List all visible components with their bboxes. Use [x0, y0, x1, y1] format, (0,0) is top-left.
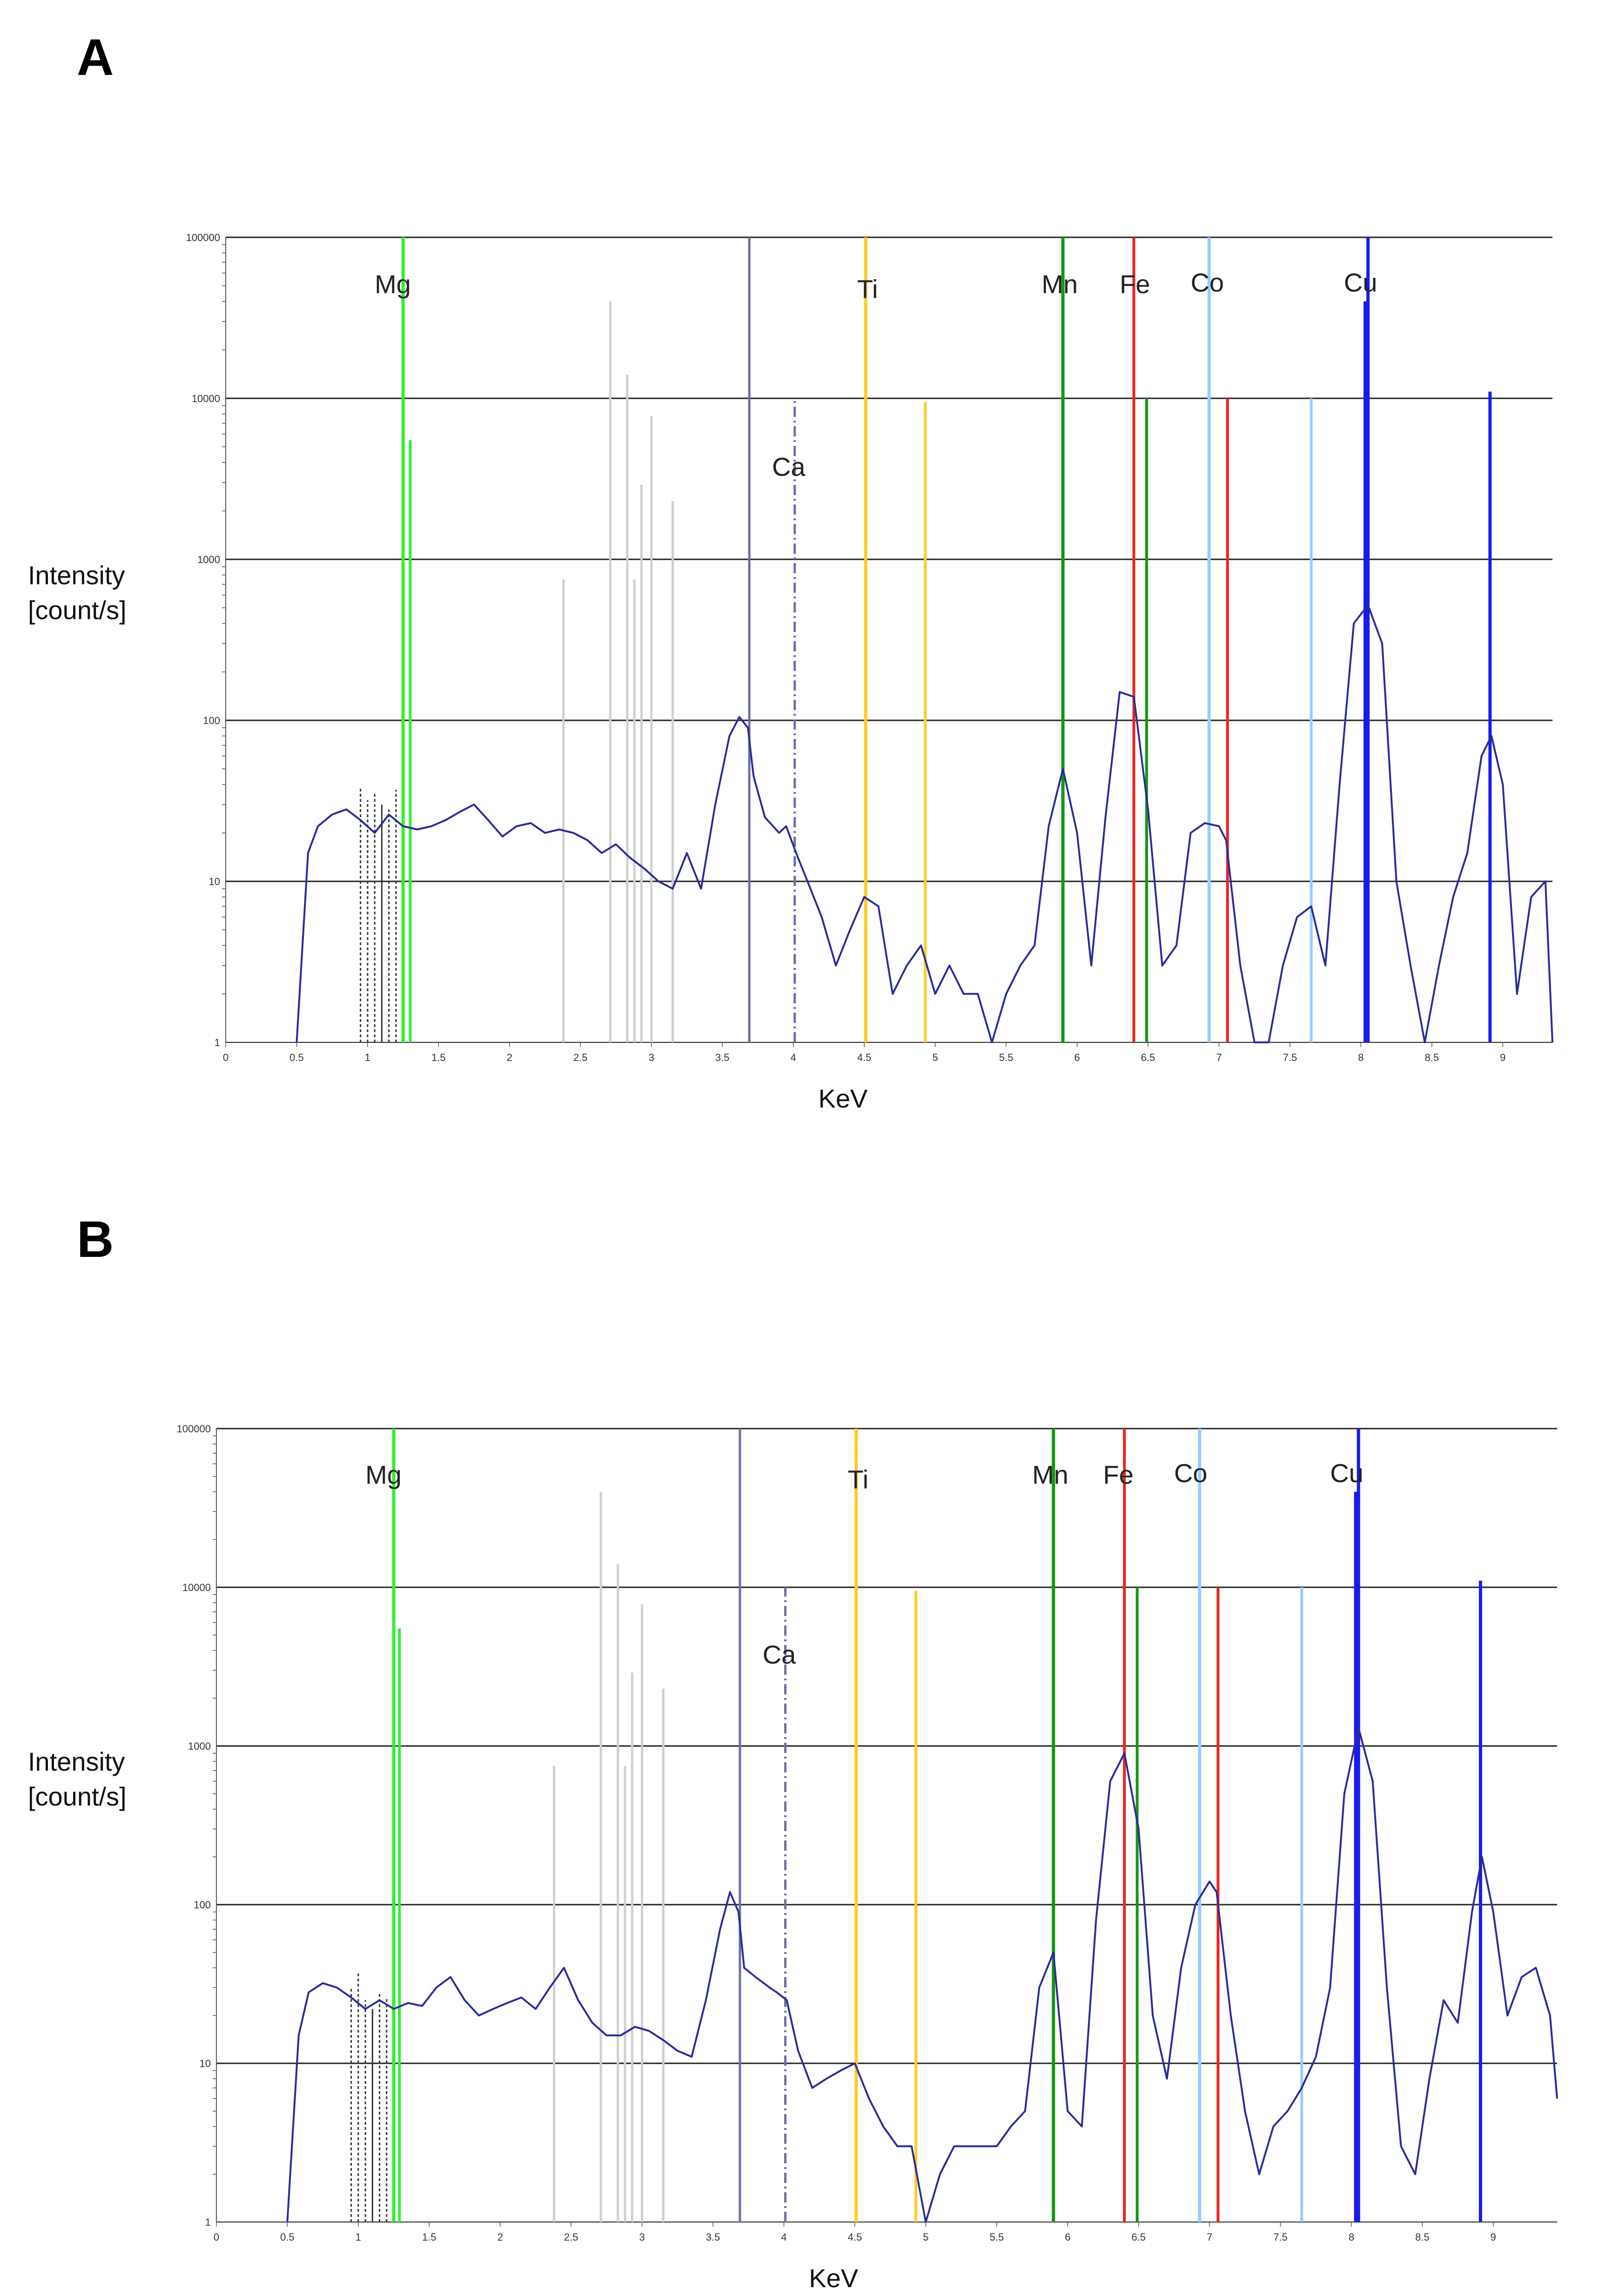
x-tick-label: 1 [356, 2231, 361, 2243]
x-axis-title: KeV [809, 2263, 858, 2293]
element-label-co: Co [1174, 1458, 1208, 1488]
x-tick-label: 3.5 [715, 1052, 730, 1063]
y-tick-label: 1 [215, 1037, 220, 1048]
x-tick-label: 1.5 [422, 2231, 437, 2243]
x-tick-label: 0 [223, 1052, 228, 1063]
y-tick-label: 1 [205, 2216, 211, 2228]
element-label-mn: Mn [1041, 269, 1078, 299]
x-tick-label: 8.5 [1425, 1052, 1439, 1063]
y-axis-title: Intensity [28, 561, 125, 590]
x-tick-label: 6.5 [1141, 1052, 1156, 1063]
x-tick-label: 2 [497, 2231, 503, 2243]
y-tick-label: 100 [194, 1899, 211, 1911]
x-tick-label: 5 [932, 1052, 938, 1063]
element-label-ca: Ca [763, 1640, 796, 1669]
x-tick-label: 6.5 [1131, 2231, 1146, 2243]
spectrum-chart-a: 1 10 100 1000 10000 100000 0 0.5 1 1.5 2 2.5 3 3.5 4 4.… [28, 232, 1553, 1113]
x-tick-label: 4.5 [857, 1052, 872, 1063]
x-tick-label: 4 [781, 2231, 786, 2243]
element-label-co: Co [1190, 268, 1224, 297]
y-axis-title: [count/s] [28, 1782, 127, 1811]
y-tick-label: 10 [200, 2058, 211, 2069]
x-tick-label: 2 [507, 1052, 512, 1063]
x-tick-label: 4 [791, 1052, 796, 1063]
x-tick-label: 5.5 [999, 1052, 1014, 1063]
x-tick-label: 3.5 [706, 2231, 720, 2243]
y-tick-label: 10000 [182, 1582, 211, 1593]
spectrum-chart-b: 1 10 100 1000 10000 100000 0 0.5 1 1.5 2 2.5 3 3.5 4 4.… [28, 1423, 1558, 2293]
element-label-mg: Mg [375, 269, 411, 299]
x-tick-label: 6 [1065, 2231, 1070, 2243]
x-tick-label: 9 [1500, 1052, 1505, 1063]
element-label-fe: Fe [1120, 269, 1150, 299]
x-tick-label: 8 [1358, 1052, 1364, 1063]
y-tick-label: 100000 [177, 1423, 211, 1435]
x-tick-label: 2.5 [564, 2231, 578, 2243]
x-tick-label: 9 [1491, 2231, 1496, 2243]
x-tick-label: 3 [649, 1052, 654, 1063]
x-tick-label: 8 [1349, 2231, 1354, 2243]
x-tick-label: 4.5 [848, 2231, 862, 2243]
y-tick-label: 10 [209, 876, 220, 887]
y-axis-title: Intensity [28, 1747, 125, 1776]
x-tick-label: 6 [1074, 1052, 1080, 1063]
x-axis-title: KeV [818, 1084, 867, 1113]
x-tick-label: 7.5 [1283, 1052, 1297, 1063]
x-tick-label: 7 [1207, 2231, 1212, 2243]
x-tick-label: 8.5 [1415, 2231, 1430, 2243]
element-label-ti: Ti [857, 274, 878, 303]
x-tick-label: 0.5 [289, 1052, 304, 1063]
element-label-cu: Cu [1330, 1458, 1364, 1488]
x-tick-label: 0.5 [280, 2231, 295, 2243]
x-tick-label: 1.5 [431, 1052, 446, 1063]
x-tick-label: 3 [639, 2231, 645, 2243]
y-tick-label: 100 [203, 715, 220, 726]
element-label-mg: Mg [365, 1460, 402, 1489]
x-tick-label: 2.5 [573, 1052, 588, 1063]
y-axis-title: [count/s] [28, 596, 127, 625]
x-tick-label: 1 [365, 1052, 370, 1063]
x-tick-label: 5.5 [989, 2231, 1004, 2243]
y-tick-label: 1000 [197, 554, 220, 565]
element-label-ti: Ti [848, 1464, 869, 1494]
element-label-mn: Mn [1032, 1460, 1068, 1489]
panel-label-a: A [77, 29, 114, 86]
spectrum-line [296, 604, 1553, 1043]
y-tick-label: 1000 [188, 1740, 211, 1752]
x-tick-label: 7.5 [1273, 2231, 1288, 2243]
element-label-fe: Fe [1103, 1460, 1133, 1489]
element-label-cu: Cu [1344, 268, 1377, 297]
y-tick-label: 100000 [186, 232, 220, 243]
panel-label-b: B [77, 1211, 114, 1268]
y-tick-label: 10000 [192, 393, 220, 404]
x-tick-label: 7 [1216, 1052, 1222, 1063]
spectrum-line [286, 1727, 1558, 2223]
x-tick-label: 0 [214, 2231, 219, 2243]
x-tick-label: 5 [923, 2231, 928, 2243]
element-label-ca: Ca [772, 452, 806, 482]
